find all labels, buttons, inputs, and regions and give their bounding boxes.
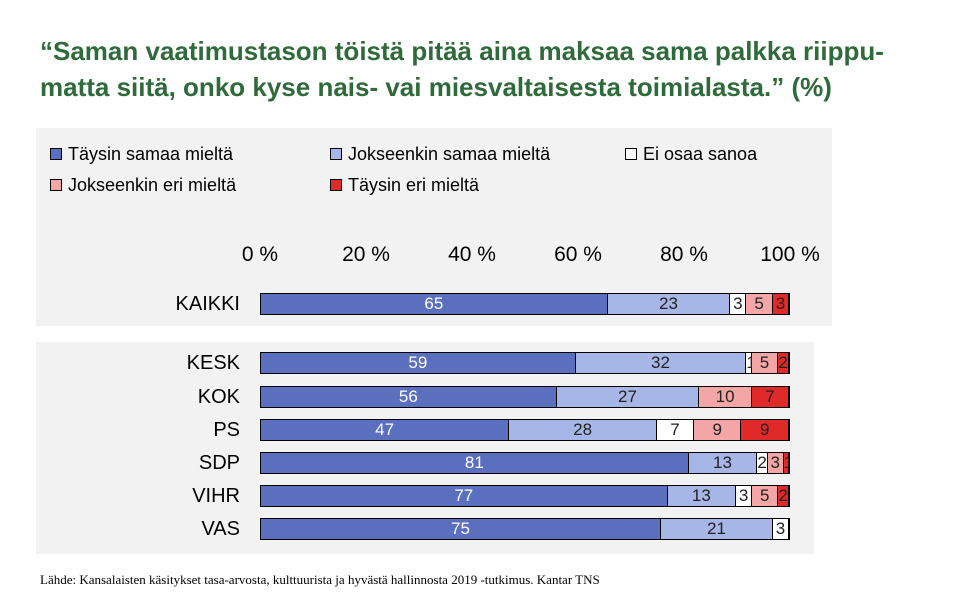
x-tick-label: 100 % xyxy=(760,243,820,266)
bar-segment: 23 xyxy=(607,294,731,314)
bar-segment: 3 xyxy=(767,453,784,473)
legend-label: Täysin eri mieltä xyxy=(348,174,480,195)
x-tick-label: 60 % xyxy=(554,243,602,266)
bar-segment: 5 xyxy=(746,294,773,314)
bar-segment: 3 xyxy=(773,294,789,314)
bar-segment: 47 xyxy=(261,420,510,440)
bar-segment: 10 xyxy=(699,387,753,407)
bar-segment: 13 xyxy=(667,486,737,506)
category-label: VAS xyxy=(201,518,240,540)
bar-segment: 1 xyxy=(783,453,789,473)
x-tick-label: 80 % xyxy=(660,243,708,266)
legend-swatch xyxy=(50,179,62,191)
bar-segment: 7 xyxy=(752,387,789,407)
bar-segment: 2 xyxy=(778,353,789,373)
bar-segment: 13 xyxy=(688,453,758,473)
stacked-bar: 5932152 xyxy=(260,352,790,374)
stacked-bar: 56270107 xyxy=(260,386,790,408)
bar-segment: 9 xyxy=(741,420,789,440)
legend-item: Täysin eri mieltä xyxy=(330,174,479,196)
source-note: Lähde: Kansalaisten käsitykset tasa-arvo… xyxy=(40,572,600,587)
stacked-bar: 7521300 xyxy=(260,518,790,540)
category-label: VIHR xyxy=(192,485,240,507)
bar-segment: 75 xyxy=(261,519,661,539)
bar-segment: 32 xyxy=(575,353,747,373)
stacked-bar: 8113231 xyxy=(260,452,790,474)
bar-segment: 27 xyxy=(556,387,700,407)
x-tick-label: 20 % xyxy=(342,243,390,266)
bar-segment: 65 xyxy=(261,294,608,314)
stacked-bar: 47 28 7 9 9 xyxy=(260,419,790,441)
legend-swatch xyxy=(330,148,342,160)
legend-label: Jokseenkin eri mieltä xyxy=(68,174,237,195)
bar-segment: 3 xyxy=(773,519,789,539)
bar-segment: 0 xyxy=(789,519,790,539)
bar-segment: 5 xyxy=(751,353,779,373)
bar-segment: 77 xyxy=(261,486,668,506)
legend-item: Jokseenkin samaa mieltä xyxy=(330,143,550,165)
category-label: KAIKKI xyxy=(175,293,240,315)
bar-segment: 28 xyxy=(509,420,657,440)
bar-segment: 21 xyxy=(661,519,773,539)
legend-swatch xyxy=(50,148,62,160)
category-label: KOK xyxy=(197,386,240,408)
x-axis-ticks: 0 % 20 % 40 % 60 % 80 % 100 % xyxy=(0,243,960,273)
legend-label: Täysin samaa mieltä xyxy=(68,143,234,164)
category-label: KESK xyxy=(186,352,240,374)
bar-segment: 3 xyxy=(730,294,747,314)
stacked-bar: 65 23 3 5 3 xyxy=(260,293,790,315)
legend-label: Ei osaa sanoa xyxy=(643,143,758,164)
bar-segment: 1 xyxy=(746,353,756,373)
chart-title: “Saman vaatimustason töistä pitää aina m… xyxy=(40,36,884,102)
legend-label: Jokseenkin samaa mieltä xyxy=(348,143,551,164)
bar-segment: 2 xyxy=(757,453,768,473)
category-label: PS xyxy=(213,419,240,441)
bar-segment: 5 xyxy=(752,486,779,506)
bar-segment: 56 xyxy=(261,387,557,407)
bar-segment: 7 xyxy=(657,420,694,440)
stacked-bar: 77 13 3 5 2 xyxy=(260,485,790,507)
category-label: SDP xyxy=(198,452,240,474)
legend: Täysin samaa mieltä Jokseenkin samaa miel… xyxy=(50,143,830,205)
bar-segment: 81 xyxy=(261,453,689,473)
legend-item: Ei osaa sanoa xyxy=(625,143,757,165)
bar-segment: 3 xyxy=(736,486,753,506)
bar-segment: 2 xyxy=(778,486,789,506)
bar-segment: 9 xyxy=(693,420,742,440)
bar-segment: 0 xyxy=(789,519,790,539)
x-tick-label: 0 % xyxy=(241,243,279,266)
legend-swatch xyxy=(625,148,637,160)
x-tick-label: 40 % xyxy=(448,243,496,266)
legend-item: Jokseenkin eri mieltä xyxy=(50,174,236,196)
legend-swatch xyxy=(330,179,342,191)
bar-segment: 59 xyxy=(261,353,576,373)
legend-item: Täysin samaa mieltä xyxy=(50,143,233,165)
